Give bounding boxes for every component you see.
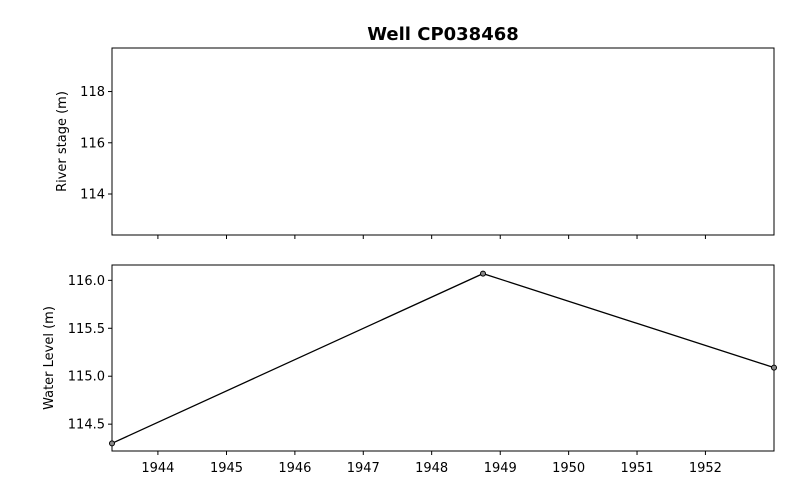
data-point bbox=[109, 440, 115, 447]
x-tick-label: 1947 bbox=[347, 461, 380, 476]
y-axis-label: Water Level (m) bbox=[42, 306, 57, 410]
y-tick-label: 115.0 bbox=[68, 370, 105, 385]
axes-frame bbox=[111, 47, 775, 236]
y-tick-label: 116.0 bbox=[68, 274, 105, 289]
water-level-panel: 114.5 115.0 115.5 116.0 Water Level (m) 1944 1… bbox=[42, 264, 777, 476]
y-tick-label: 115.5 bbox=[68, 322, 105, 337]
x-tick-label: 1944 bbox=[141, 461, 174, 476]
river-stage-panel: 114 116 118 River stage (m) bbox=[55, 47, 775, 239]
x-tick-label: 1949 bbox=[484, 461, 517, 476]
data-point bbox=[480, 270, 487, 277]
x-tick-label: 1952 bbox=[689, 461, 722, 476]
y-tick-label: 114 bbox=[80, 188, 105, 203]
chart-title: Well CP038468 bbox=[367, 24, 519, 45]
data-point bbox=[771, 364, 777, 371]
y-tick-label: 118 bbox=[80, 85, 105, 100]
x-tick-label: 1945 bbox=[210, 461, 243, 476]
series-line bbox=[111, 272, 775, 444]
y-axis-label: River stage (m) bbox=[55, 91, 70, 192]
x-tick-label: 1951 bbox=[620, 461, 653, 476]
x-tick-label: 1948 bbox=[415, 461, 448, 476]
y-tick-label: 116 bbox=[80, 136, 105, 151]
y-tick-label: 114.5 bbox=[68, 418, 105, 433]
x-tick-label: 1950 bbox=[552, 461, 585, 476]
x-tick-label: 1946 bbox=[278, 461, 311, 476]
axes-frame bbox=[111, 264, 775, 452]
